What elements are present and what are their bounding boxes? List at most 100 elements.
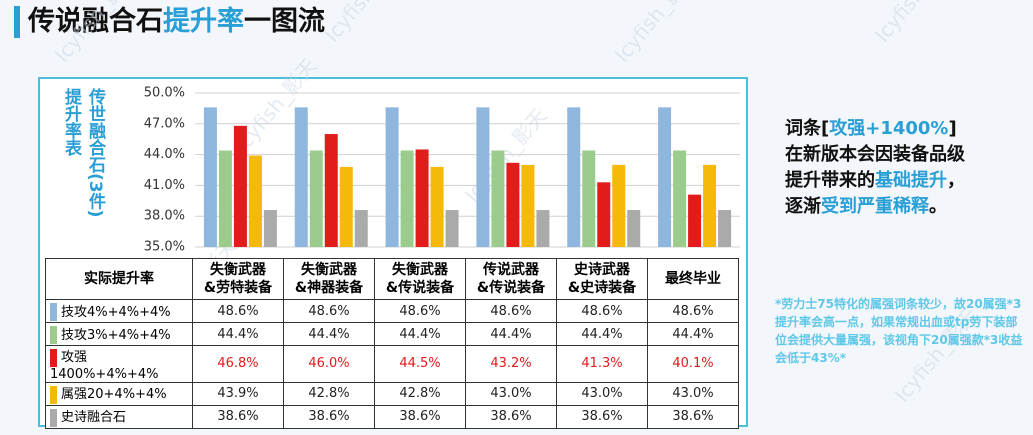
bar: [658, 107, 672, 247]
bar: [233, 125, 247, 247]
title: 传说融合石提升率一图流: [14, 6, 325, 38]
y-tick-label: 44.0%: [144, 147, 185, 162]
legend-swatch: [50, 303, 57, 322]
side-text-part: 。: [929, 196, 947, 217]
value-label: 46.0%: [283, 345, 375, 383]
value-label: 38.6%: [556, 404, 648, 429]
value-label: 44.4%: [556, 322, 648, 346]
legend-cell: 攻强1400%+4%+4%: [45, 345, 193, 383]
legend-label: 技攻4%+4%+4%: [61, 304, 171, 320]
value-label: 38.6%: [465, 404, 557, 429]
bar: [248, 155, 262, 247]
bar: [294, 107, 308, 247]
value-label: 40.1%: [647, 345, 739, 383]
title-part: 一图流: [244, 6, 325, 37]
bar: [203, 107, 217, 247]
legend-cell: 技攻4%+4%+4%: [45, 299, 193, 323]
bar: [324, 134, 338, 247]
bar: [582, 150, 596, 247]
y-axis-title: 提升率表: [61, 88, 82, 157]
table-corner: 实际提升率: [45, 258, 193, 300]
bar: [354, 210, 368, 247]
x-tick-label: 最终毕业: [647, 258, 739, 300]
side-text: 词条[攻强+1400%] 在新版本会因装备品级 提升带来的基础提升， 逐渐受到严…: [785, 116, 965, 220]
bar: [309, 150, 323, 247]
legend-cell: 技攻3%+4%+4%: [45, 322, 193, 346]
legend-swatch: [50, 326, 57, 345]
bar: [506, 162, 520, 247]
table-row: 史诗融合石 38.6% 38.6% 38.6% 38.6% 38.6% 38.6%: [45, 404, 739, 429]
title-part: 提升率: [163, 6, 244, 37]
value-label: 38.6%: [647, 404, 739, 429]
watermark: Icyfish_影天: [50, 0, 142, 67]
legend-label: 属强20+4%+4%: [61, 387, 167, 403]
table-row: 属强20+4%+4% 43.9% 42.8% 42.8% 43.0% 43.0% 43.0%: [45, 381, 739, 406]
side-text-part: ， 逐渐: [785, 170, 965, 217]
legend-label: 史诗融合石: [61, 410, 127, 426]
legend-swatch: [50, 385, 57, 404]
table-row: 攻强1400%+4%+4% 46.8% 46.0% 44.5% 43.2% 41.3% 40…: [45, 345, 739, 383]
data-table: 实际提升率 失衡武器 &劳特装备 失衡武器 &神器装备 失衡武器 &传说装备 传说武器 …: [45, 258, 739, 429]
legend-label: 技攻3%+4%+4%: [61, 327, 171, 343]
y-tick-label: 41.0%: [144, 178, 185, 193]
title-part: 传说融合石: [28, 6, 163, 37]
value-label: 48.6%: [192, 299, 284, 323]
x-tick-label: 失衡武器 &传说装备: [374, 258, 466, 300]
value-label: 44.4%: [283, 322, 375, 346]
legend-label: 攻强1400%+4%+4%: [50, 350, 159, 382]
value-label: 48.6%: [556, 299, 648, 323]
watermark: Icyfish_影天: [610, 0, 702, 67]
x-tick-label: 史诗武器 &史诗装备: [556, 258, 648, 300]
value-label: 48.6%: [374, 299, 466, 323]
bar: [385, 107, 399, 247]
bar: [688, 194, 702, 247]
bar: [536, 210, 550, 247]
value-label: 48.6%: [647, 299, 739, 323]
legend-cell: 属强20+4%+4%: [45, 381, 193, 406]
value-label: 44.4%: [192, 322, 284, 346]
value-label: 43.0%: [465, 381, 557, 406]
legend-swatch: [50, 408, 57, 427]
bar: [491, 150, 505, 247]
value-label: 44.5%: [374, 345, 466, 383]
bar: [703, 164, 717, 247]
value-label: 38.6%: [374, 404, 466, 429]
value-label: 41.3%: [556, 345, 648, 383]
y-tick-label: 47.0%: [144, 116, 185, 131]
side-text-part: 基础提升: [875, 170, 947, 191]
y-axis-title: 传世融合石(3件): [85, 87, 107, 217]
x-tick-label: 失衡武器 &劳特装备: [192, 258, 284, 300]
y-tick-label: 38.0%: [144, 209, 185, 224]
value-label: 44.4%: [465, 322, 557, 346]
bar: [339, 166, 353, 247]
side-text-part: ] 在新版本会因装备品级 提升带来的: [785, 118, 965, 191]
value-label: 43.0%: [647, 381, 739, 406]
bar: [718, 210, 732, 247]
value-label: 42.8%: [283, 381, 375, 406]
watermark: Icyfish_影天: [460, 104, 552, 207]
table-row: 技攻3%+4%+4% 44.4% 44.4% 44.4% 44.4% 44.4% 44.4%: [45, 322, 739, 346]
bar: [400, 150, 414, 247]
x-tick-label: 传说武器 &传说装备: [465, 258, 557, 300]
side-text-part: 攻强+1400%: [829, 118, 949, 139]
value-label: 44.4%: [374, 322, 466, 346]
side-text-part: 受到严重稀释: [821, 196, 929, 217]
bar: [673, 150, 687, 247]
y-tick-label: 35.0%: [144, 240, 185, 255]
value-label: 43.9%: [192, 381, 284, 406]
value-label: 43.0%: [556, 381, 648, 406]
bar: [612, 164, 626, 247]
watermark: Icyfish_影天: [870, 0, 962, 47]
value-label: 43.2%: [465, 345, 557, 383]
table-row: 技攻4%+4%+4% 48.6% 48.6% 48.6% 48.6% 48.6% 48.6%: [45, 299, 739, 323]
value-label: 42.8%: [374, 381, 466, 406]
x-tick-label: 失衡武器 &神器装备: [283, 258, 375, 300]
bar: [430, 166, 444, 247]
bar: [218, 150, 232, 247]
value-label: 48.6%: [283, 299, 375, 323]
bar: [415, 149, 429, 247]
bar: [597, 182, 611, 247]
note: *劳力士75特化的属强词条较少，故20属强*3提升率会高一点，如果常规出血或tp…: [775, 297, 1023, 365]
